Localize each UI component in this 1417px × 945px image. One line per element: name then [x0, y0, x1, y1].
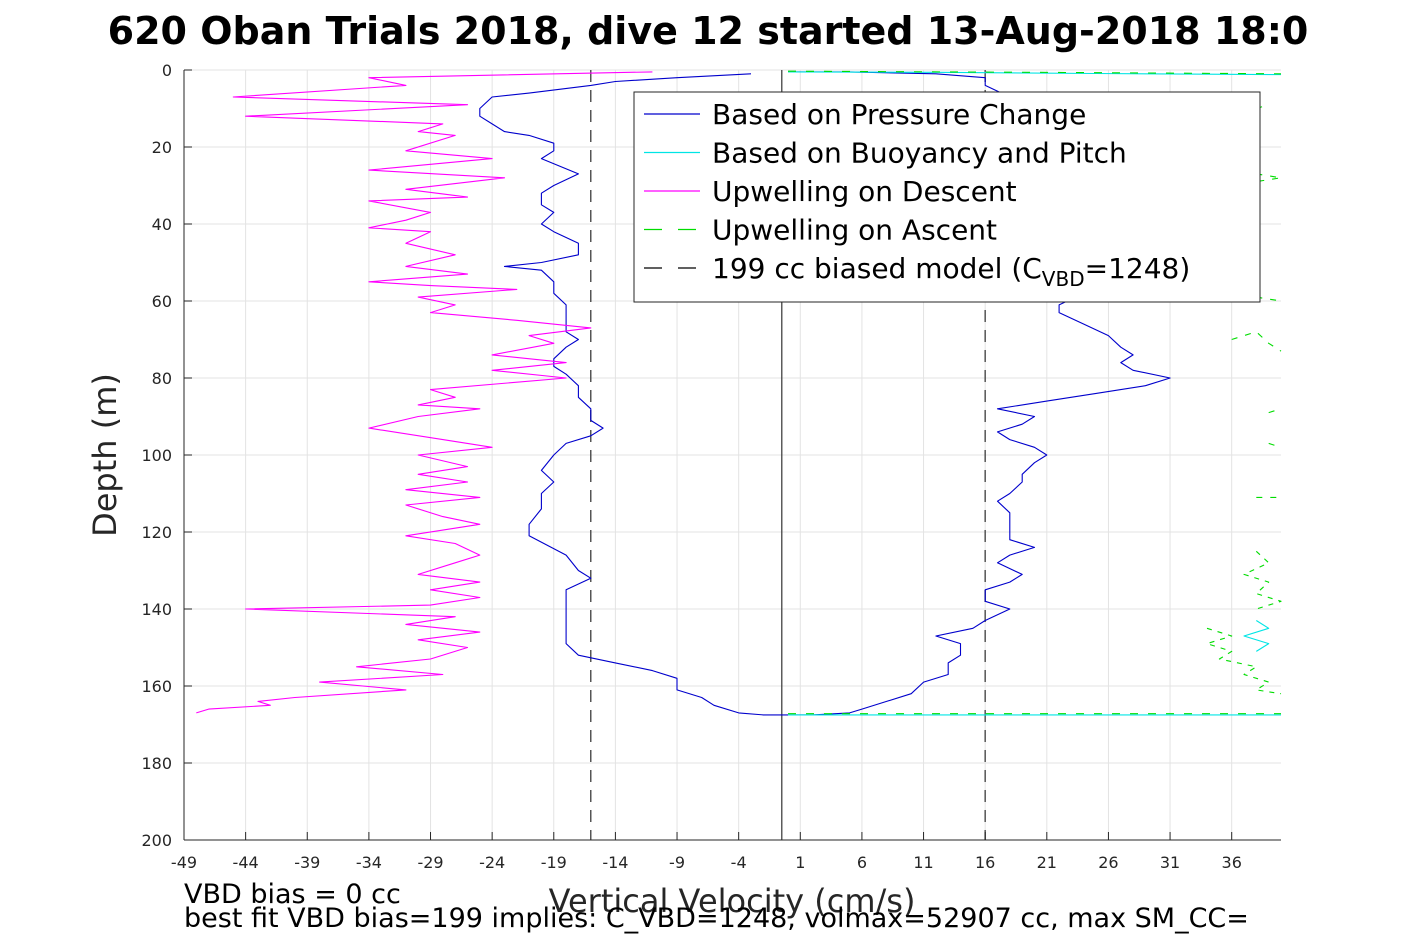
y-tick-label: 80	[152, 369, 172, 388]
axes	[183, 69, 1281, 841]
tick-labels: -49 -44 -39 -34 -29 -24 -19 -14 -9 -4 1 6 11 16 21 26 31…	[141, 61, 1241, 872]
series-line	[787, 71, 1282, 76]
y-tick-label: 120	[141, 523, 172, 542]
legend-label: 199 cc biased model (CVBD=1248)	[712, 252, 1190, 291]
x-tick-label: -29	[417, 853, 443, 872]
y-tick-label: 140	[141, 600, 172, 619]
y-tick-label: 100	[141, 446, 172, 465]
x-tick-label: -24	[479, 853, 505, 872]
series-line	[1268, 408, 1282, 414]
x-tick-label: 26	[1098, 853, 1118, 872]
x-tick-label: -44	[233, 853, 259, 872]
y-axis-label: Depth (m)	[86, 373, 124, 537]
x-tick-label: 16	[975, 853, 995, 872]
x-tick-label: 31	[1160, 853, 1180, 872]
legend: Based on Pressure Change Based on Buoyanc…	[633, 91, 1261, 303]
x-tick-label: -39	[294, 853, 320, 872]
x-tick-label: 11	[913, 853, 933, 872]
series-line	[196, 71, 653, 714]
x-tick-label: 1	[795, 853, 805, 872]
legend-label: Based on Pressure Change	[712, 98, 1086, 131]
x-tick-label: -9	[669, 853, 685, 872]
y-tick-label: 60	[152, 292, 172, 311]
legend-label: Upwelling on Ascent	[712, 214, 997, 247]
x-axis-label: Vertical Velocity (cm/s)	[549, 882, 916, 920]
series-line	[1243, 620, 1270, 652]
vbd-bias-note: VBD bias = 0 cc	[184, 879, 401, 910]
legend-label: Upwelling on Descent	[712, 175, 1017, 208]
legend-label: Based on Buoyancy and Pitch	[712, 137, 1127, 170]
chart-title: 620 Oban Trials 2018, dive 12 started 13…	[108, 9, 1309, 53]
series-line	[1243, 550, 1282, 610]
y-tick-label: 160	[141, 677, 172, 696]
x-tick-label: 6	[857, 853, 867, 872]
x-tick-label: -4	[731, 853, 747, 872]
x-tick-label: -34	[356, 853, 382, 872]
series-line	[1268, 442, 1282, 448]
series-line	[1206, 627, 1282, 695]
x-tick-label: 21	[1037, 853, 1057, 872]
x-tick-label: -14	[602, 853, 628, 872]
x-tick-label: 36	[1222, 853, 1242, 872]
y-tick-label: 200	[141, 831, 172, 850]
y-tick-label: 40	[152, 215, 172, 234]
x-tick-label: -19	[541, 853, 567, 872]
y-tick-label: 20	[152, 138, 172, 157]
y-tick-label: 0	[162, 61, 172, 80]
best-fit-note: best fit VBD bias=199 implies: C_VBD=124…	[184, 903, 1249, 934]
y-tick-label: 180	[141, 754, 172, 773]
legend-box	[633, 91, 1261, 303]
x-tick-label: -49	[171, 853, 197, 872]
